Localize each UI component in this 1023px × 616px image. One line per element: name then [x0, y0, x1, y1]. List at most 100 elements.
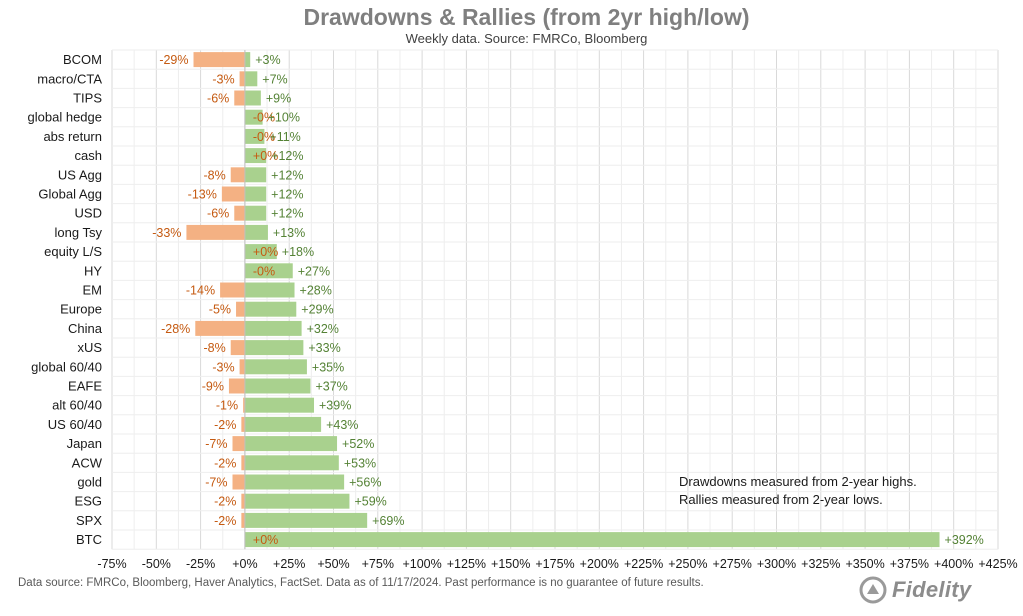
category-label: gold — [77, 475, 102, 490]
category-label: cash — [75, 148, 102, 163]
category-label: HY — [84, 263, 102, 278]
rally-bar — [244, 532, 940, 548]
rally-bar — [244, 148, 267, 164]
drawdown-label: -0% — [253, 111, 275, 125]
rally-bar — [244, 378, 311, 394]
rally-label: +52% — [342, 437, 374, 451]
drawdown-label: -2% — [214, 418, 236, 432]
category-label: Europe — [60, 302, 102, 317]
rally-bar — [244, 359, 307, 375]
x-tick-label: +0% — [232, 557, 257, 571]
rally-label: +27% — [298, 264, 330, 278]
drawdown-bar — [234, 205, 245, 221]
drawdown-label: -7% — [205, 476, 227, 490]
drawdown-bar — [241, 455, 245, 471]
category-label: global 60/40 — [31, 359, 102, 374]
rally-label: +18% — [282, 245, 314, 259]
x-tick-label: +175% — [535, 557, 574, 571]
x-tick-label: +25% — [273, 557, 305, 571]
drawdown-label: -9% — [202, 380, 224, 394]
annotation-line-1: Drawdowns measured from 2-year highs. — [679, 474, 917, 489]
rally-bar — [244, 397, 315, 413]
rally-label: +3% — [255, 53, 280, 67]
drawdown-label: -0% — [253, 130, 275, 144]
rally-label: +12% — [271, 188, 303, 202]
rally-bar — [244, 512, 368, 528]
x-tick-label: +150% — [491, 557, 530, 571]
drawdown-bar — [241, 493, 245, 509]
x-tick-label: +125% — [447, 557, 486, 571]
category-label: Global Agg — [38, 187, 102, 202]
x-tick-label: +100% — [402, 557, 441, 571]
rally-bar — [244, 263, 293, 279]
drawdown-bar — [220, 282, 245, 298]
fidelity-logo: Fidelity — [859, 576, 971, 604]
drawdown-bar — [230, 167, 245, 183]
drawdown-label: +0% — [253, 533, 278, 547]
category-label: EAFE — [68, 379, 102, 394]
drawdown-bar — [228, 378, 245, 394]
x-tick-label: +375% — [890, 557, 929, 571]
category-label: USD — [75, 206, 102, 221]
chart-subtitle: Weekly data. Source: FMRCo, Bloomberg — [405, 31, 648, 46]
rally-bar — [244, 186, 267, 202]
category-label: macro/CTA — [37, 71, 102, 86]
drawdown-label: -8% — [203, 168, 225, 182]
rally-label: +32% — [307, 322, 339, 336]
rally-label: +12% — [271, 207, 303, 221]
rally-bar — [244, 436, 338, 452]
drawdown-bar — [193, 52, 245, 68]
rally-bar — [244, 128, 265, 144]
category-label: EM — [83, 283, 103, 298]
category-label: ESG — [75, 494, 102, 509]
rally-bar — [244, 52, 251, 68]
drawdown-label: -33% — [152, 226, 181, 240]
rally-bar — [244, 416, 322, 432]
x-tick-label: +50% — [317, 557, 349, 571]
x-tick-label: +200% — [580, 557, 619, 571]
drawdown-label: -6% — [207, 92, 229, 106]
rally-bar — [244, 282, 295, 298]
drawdown-bar — [232, 474, 245, 490]
rally-bar — [244, 474, 345, 490]
drawdown-label: -1% — [216, 399, 238, 413]
annotation: Drawdowns measured from 2-year highs. Ra… — [679, 473, 917, 509]
rally-bar — [244, 455, 339, 471]
drawdown-bar — [230, 340, 245, 356]
drawdown-bar — [234, 90, 245, 106]
category-label: US Agg — [58, 167, 102, 182]
footer-source: Data source: FMRCo, Bloomberg, Haver Ana… — [18, 577, 704, 589]
rally-label: +9% — [266, 92, 291, 106]
x-tick-label: +275% — [713, 557, 752, 571]
fidelity-logo-text: Fidelity — [892, 577, 972, 602]
x-tick-label: +75% — [362, 557, 394, 571]
drawdown-bar — [232, 436, 245, 452]
drawdown-rally-chart: BCOM -29% +3% macro/CTA -3% +7% TIPS -6% +9% glob… — [28, 49, 1018, 571]
x-tick-label: +300% — [757, 557, 796, 571]
x-tick-label: +350% — [845, 557, 884, 571]
x-tick-label: -25% — [186, 557, 215, 571]
rally-label: +28% — [300, 284, 332, 298]
drawdown-label: -29% — [159, 53, 188, 67]
x-tick-label: +400% — [934, 557, 973, 571]
drawdown-label: -3% — [212, 72, 234, 86]
rally-label: +35% — [312, 360, 344, 374]
category-label: xUS — [77, 340, 102, 355]
x-tick-label: +250% — [668, 557, 707, 571]
rally-bar — [244, 71, 258, 87]
drawdown-label: -3% — [212, 360, 234, 374]
drawdown-label: -0% — [253, 264, 275, 278]
category-label: alt 60/40 — [52, 398, 102, 413]
category-label: Japan — [67, 436, 102, 451]
drawdown-bar — [241, 416, 245, 432]
rally-label: +11% — [269, 130, 300, 144]
drawdown-label: -28% — [161, 322, 190, 336]
drawdown-label: -13% — [188, 188, 217, 202]
category-label: equity L/S — [44, 244, 102, 259]
rally-bar — [244, 320, 302, 336]
category-label: SPX — [76, 513, 102, 528]
rally-label: +33% — [308, 341, 340, 355]
drawdown-label: -8% — [203, 341, 225, 355]
x-tick-label: +325% — [801, 557, 840, 571]
rally-bar — [244, 167, 267, 183]
